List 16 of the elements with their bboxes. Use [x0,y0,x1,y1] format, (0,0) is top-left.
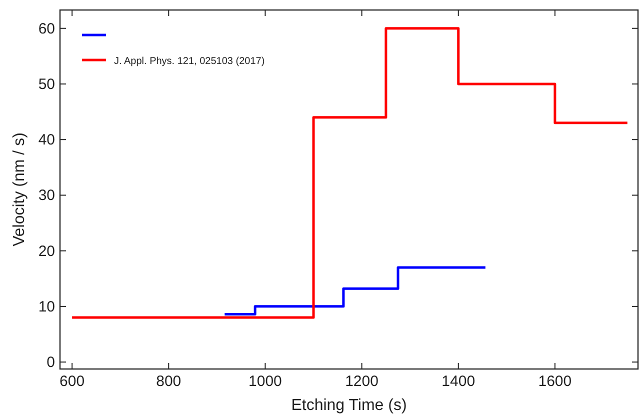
y-tick-label: 50 [38,76,55,93]
x-tick-label: 1600 [538,373,572,390]
y-tick-label: 0 [46,354,55,372]
x-tick-label: 600 [60,373,85,390]
x-axis-title: Etching Time (s) [291,397,407,414]
y-tick-label: 40 [38,132,55,149]
x-tick-label: 800 [156,373,182,390]
y-tick-label: 10 [38,298,55,316]
y-tick-label: 30 [38,187,55,204]
x-tick-label: 1400 [442,373,476,390]
x-tick-label: 1000 [248,373,282,390]
y-tick-label: 60 [38,20,55,38]
y-axis-title: Velocity (nm / s) [11,132,28,246]
legend-label: J. Appl. Phys. 121, 025103 (2017) [114,56,265,67]
y-tick-label: 20 [38,242,55,260]
x-tick-label: 1200 [345,373,378,390]
